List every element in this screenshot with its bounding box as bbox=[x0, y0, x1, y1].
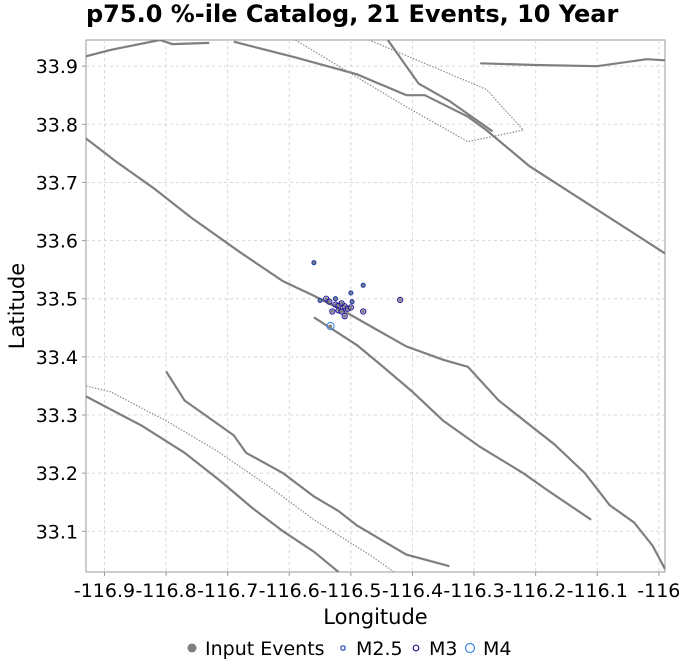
event-marker-m3 bbox=[329, 308, 336, 315]
y-tick-label: 33.8 bbox=[36, 114, 78, 136]
legend-label: Input Events bbox=[205, 638, 325, 660]
event-marker-m25 bbox=[360, 282, 366, 288]
input-event-point bbox=[361, 283, 365, 287]
input-event-point bbox=[318, 298, 322, 303]
event-marker-m25 bbox=[348, 290, 354, 296]
event-marker-m25 bbox=[332, 296, 339, 302]
x-tick-label: -116 bbox=[637, 580, 680, 602]
y-tick-label: 33.7 bbox=[36, 172, 78, 194]
y-tick-label: 33.2 bbox=[36, 463, 78, 485]
fault-trace bbox=[86, 395, 340, 572]
input-event-point bbox=[330, 309, 334, 314]
fault-trace bbox=[86, 40, 210, 58]
fault-trace bbox=[313, 316, 592, 521]
event-marker-m3 bbox=[360, 308, 367, 315]
y-tick-label: 33.4 bbox=[36, 347, 78, 369]
y-axis-ticks: 33.1 33.2 33.3 33.4 33.5 33.6 33.7 33.8 33.9 bbox=[36, 56, 86, 543]
input-event-point bbox=[349, 291, 353, 295]
plot-area bbox=[85, 39, 666, 573]
input-event-point bbox=[327, 300, 331, 304]
event-marker-m3 bbox=[338, 308, 345, 315]
input-event-point bbox=[349, 305, 353, 310]
legend-label: M4 bbox=[483, 638, 511, 660]
x-tick-label: -116.4 bbox=[382, 580, 443, 602]
legend-label: M2.5 bbox=[356, 638, 403, 660]
fault-trace bbox=[165, 370, 450, 568]
input-event-point bbox=[333, 297, 338, 301]
x-tick-label: -116.5 bbox=[320, 580, 381, 602]
legend-swatch-m4 bbox=[464, 642, 476, 654]
event-marker-m3 bbox=[326, 298, 333, 305]
input-event-point bbox=[328, 324, 333, 328]
x-tick-label: -116.9 bbox=[74, 580, 135, 602]
x-tick-label: -116.1 bbox=[567, 580, 628, 602]
legend-swatch-m3 bbox=[412, 644, 420, 652]
event-marker-m25 bbox=[349, 299, 355, 305]
fault-traces bbox=[86, 40, 665, 572]
input-event-point bbox=[312, 261, 316, 265]
y-axis-label: Latitude bbox=[5, 263, 29, 349]
fault-trace bbox=[233, 40, 665, 255]
legend-swatch-m25 bbox=[340, 645, 346, 651]
event-marker-m3 bbox=[341, 313, 348, 320]
fault-trace bbox=[386, 40, 494, 133]
legend-swatch-input-events bbox=[187, 643, 197, 653]
x-tick-label: -116.7 bbox=[197, 580, 258, 602]
input-event-point bbox=[340, 309, 344, 314]
event-marker-m25 bbox=[317, 297, 323, 304]
input-event-point bbox=[398, 298, 402, 302]
event-marker-m4 bbox=[326, 321, 335, 331]
x-axis-ticks: -116.9 -116.8 -116.7 -116.6 -116.5 -116.4 -116… bbox=[74, 572, 680, 602]
event-marker-m3 bbox=[396, 296, 404, 304]
y-tick-label: 33.9 bbox=[36, 56, 78, 78]
chart-title: p75.0 %-ile Catalog, 21 Events, 10 Year bbox=[86, 0, 618, 28]
y-tick-label: 33.3 bbox=[36, 405, 78, 427]
y-tick-label: 33.6 bbox=[36, 231, 78, 253]
event-marker-m25 bbox=[311, 260, 317, 266]
y-tick-label: 33.1 bbox=[36, 521, 78, 543]
legend-label: M3 bbox=[429, 638, 457, 660]
input-event-point bbox=[343, 314, 347, 318]
fault-trace bbox=[295, 40, 525, 143]
input-event-point bbox=[361, 309, 365, 314]
event-markers bbox=[311, 260, 404, 331]
input-event-point bbox=[350, 300, 354, 304]
fault-trace bbox=[86, 137, 665, 570]
x-tick-label: -116.2 bbox=[505, 580, 566, 602]
event-marker-m3 bbox=[347, 304, 355, 311]
y-tick-label: 33.5 bbox=[36, 289, 78, 311]
x-axis-label: Longitude bbox=[323, 605, 427, 629]
x-tick-label: -116.8 bbox=[135, 580, 196, 602]
legend: Input Events M2.5 M3 M4 bbox=[187, 638, 511, 660]
fault-trace bbox=[480, 58, 665, 68]
grid-lines bbox=[86, 40, 665, 572]
x-tick-label: -116.3 bbox=[443, 580, 504, 602]
x-tick-label: -116.6 bbox=[259, 580, 320, 602]
